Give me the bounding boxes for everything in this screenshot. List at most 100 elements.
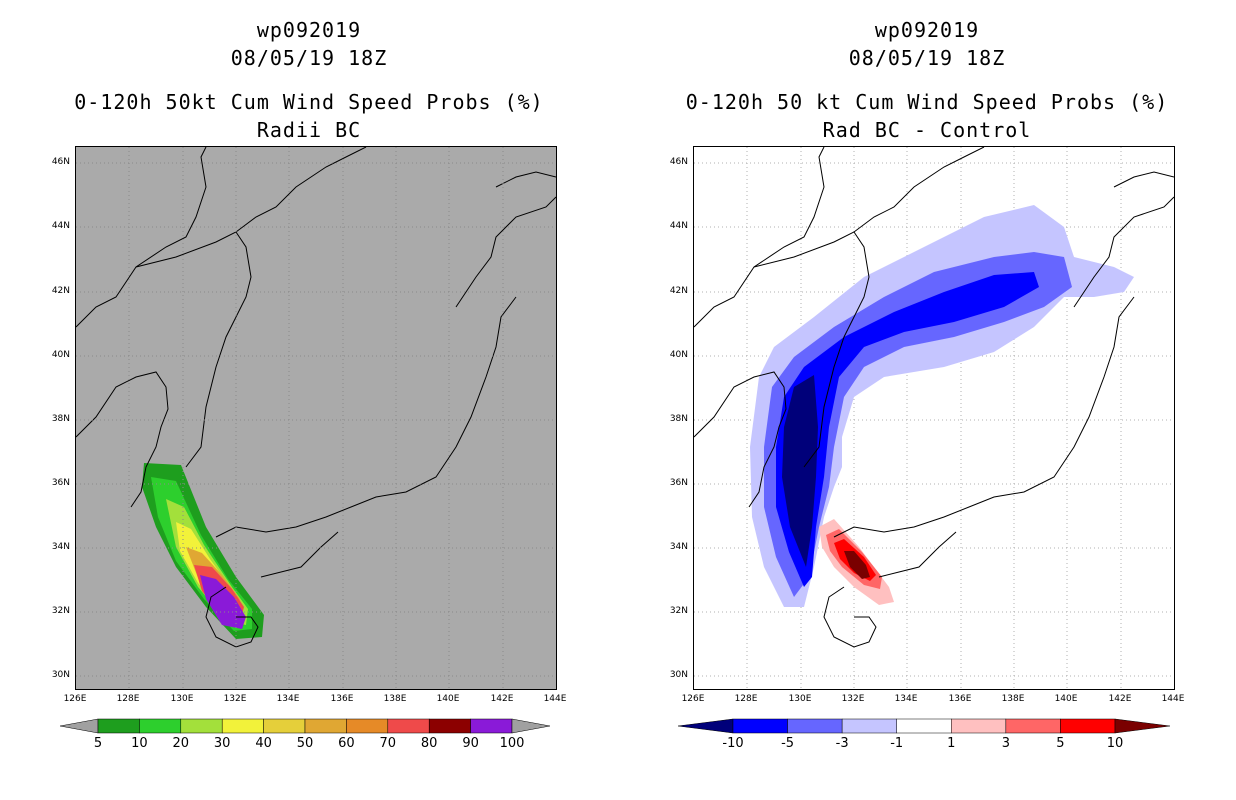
lat-label-38n: 38N [51, 414, 70, 424]
right-storm-id: wp092019 [874, 18, 980, 42]
lat-label-44n: 44N [51, 221, 70, 231]
lat-label-32n: 32N [669, 606, 688, 616]
right-map [693, 146, 1175, 690]
colorbar-swatch [97, 718, 140, 734]
colorbar-label: 30 [213, 736, 231, 751]
diff-contour-neg10 [782, 375, 818, 567]
lat-label-42n: 42N [51, 286, 70, 296]
colorbar-swatch [470, 718, 513, 734]
colorbar-label: 20 [172, 736, 190, 751]
colorbar-swatch [841, 718, 897, 734]
colorbar-swatch [896, 718, 952, 734]
colorbar-swatch [263, 718, 306, 734]
prob-contour-100 [200, 575, 246, 629]
lon-label-138e: 138E [383, 694, 407, 704]
colorbar-label: 40 [255, 736, 272, 751]
lon-label-134e: 134E [276, 694, 300, 704]
lon-label-138e: 138E [1001, 694, 1025, 704]
colorbar-label: 3 [1001, 736, 1010, 751]
colorbar-swatch [180, 718, 223, 734]
lat-label-44n: 44N [669, 221, 688, 231]
colorbar-label: 5 [1056, 736, 1065, 751]
colorbar-high-arrow [1114, 718, 1171, 734]
left-storm-id: wp092019 [256, 18, 362, 42]
colorbar-label: 80 [420, 736, 438, 751]
lon-label-144e: 144E [1161, 694, 1185, 704]
lon-label-144e: 144E [543, 694, 567, 704]
right-title: 0-120h 50 kt Cum Wind Speed Probs (%) [685, 90, 1169, 114]
lat-label-46n: 46N [51, 157, 70, 167]
lon-label-134e: 134E [894, 694, 918, 704]
colorbar-label: -5 [781, 736, 795, 751]
lon-label-142e: 142E [1108, 694, 1132, 704]
lon-label-126e: 126E [681, 694, 705, 704]
diff-contour-neg5 [776, 272, 1039, 587]
colorbar-label: 90 [462, 736, 479, 751]
colorbar-label: 1 [947, 736, 956, 751]
lat-label-36n: 36N [51, 478, 70, 488]
lon-label-126e: 126E [63, 694, 87, 704]
left-subtitle: Radii BC [256, 118, 362, 142]
colorbar-swatch [787, 718, 843, 734]
lon-label-130e: 130E [788, 694, 812, 704]
lat-label-30n: 30N [669, 670, 688, 680]
lon-label-128e: 128E [116, 694, 140, 704]
lat-label-42n: 42N [669, 286, 688, 296]
grid-lines [76, 147, 556, 689]
colorbar-swatch [1060, 718, 1116, 734]
colorbar-label: -3 [835, 736, 849, 751]
lat-label-40n: 40N [669, 350, 688, 360]
right-datetime: 08/05/19 18Z [848, 46, 1006, 70]
colorbar-swatch [304, 718, 347, 734]
diff-contour-neg3 [764, 252, 1072, 597]
colorbar-label: 60 [338, 736, 355, 751]
right-map-graphics [694, 147, 1174, 689]
colorbar-low-arrow [59, 718, 99, 734]
colorbar-swatch [428, 718, 471, 734]
right-colorbar [677, 718, 1171, 734]
left-colorbar [59, 718, 551, 734]
lat-label-40n: 40N [51, 350, 70, 360]
lat-label-34n: 34N [669, 542, 688, 552]
lon-label-142e: 142E [490, 694, 514, 704]
lon-label-136e: 136E [330, 694, 354, 704]
lat-label-46n: 46N [669, 157, 688, 167]
colorbar-label: -1 [890, 736, 904, 751]
left-panel: wp092019 08/05/19 18Z 0-120h 50kt Cum Wi… [51, 18, 567, 751]
lon-label-132e: 132E [841, 694, 865, 704]
lat-label-30n: 30N [51, 670, 70, 680]
colorbar-label: -10 [722, 736, 744, 751]
lat-label-36n: 36N [669, 478, 688, 488]
lon-label-130e: 130E [170, 694, 194, 704]
colorbar-low-arrow [677, 718, 734, 734]
colorbar-swatch [951, 718, 1007, 734]
left-map [75, 146, 557, 690]
lon-label-132e: 132E [223, 694, 247, 704]
coastlines [694, 147, 1174, 648]
colorbar-label: 10 [131, 736, 148, 751]
colorbar-swatch [732, 718, 788, 734]
colorbar-label: 50 [296, 736, 314, 751]
colorbar-swatch [1005, 718, 1061, 734]
lon-label-128e: 128E [734, 694, 758, 704]
left-map-graphics [76, 147, 556, 689]
lat-label-38n: 38N [669, 414, 688, 424]
diff-contour-pos10 [844, 551, 870, 579]
lon-label-136e: 136E [948, 694, 972, 704]
lat-label-34n: 34N [51, 542, 70, 552]
left-title: 0-120h 50kt Cum Wind Speed Probs (%) [74, 90, 544, 114]
colorbar-swatch [346, 718, 389, 734]
coastlines [76, 147, 556, 648]
lat-label-32n: 32N [51, 606, 70, 616]
colorbar-swatch [139, 718, 182, 734]
colorbar-label: 70 [379, 736, 397, 751]
lon-label-140e: 140E [436, 694, 460, 704]
right-subtitle: Rad BC - Control [822, 118, 1032, 142]
lon-label-140e: 140E [1054, 694, 1078, 704]
left-datetime: 08/05/19 18Z [230, 46, 388, 70]
colorbar-label: 100 [499, 736, 525, 751]
colorbar-label: 5 [93, 736, 103, 751]
colorbar-swatch [387, 718, 430, 734]
colorbar-swatch [221, 718, 264, 734]
colorbar-high-arrow [511, 718, 551, 734]
